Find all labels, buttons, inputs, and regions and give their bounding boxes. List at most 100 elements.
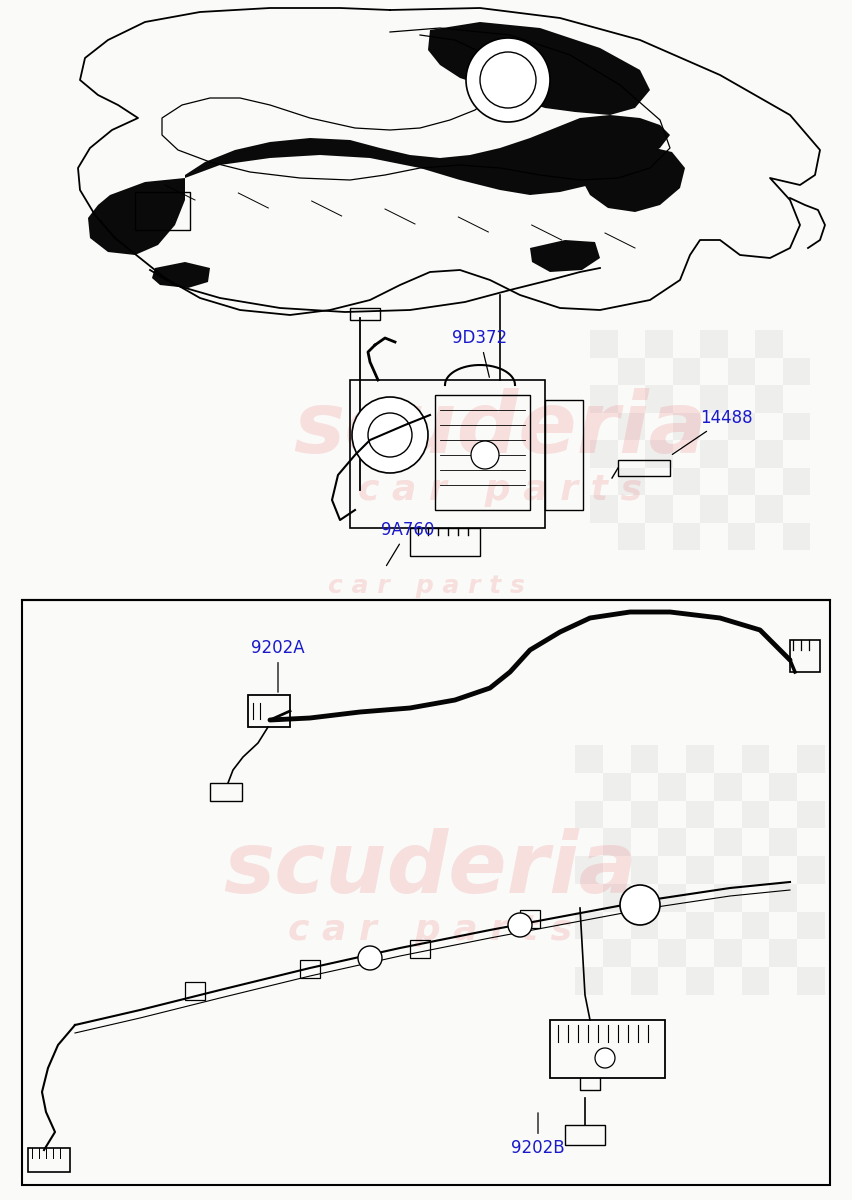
Bar	[659, 773, 686, 800]
Bar	[248, 695, 290, 727]
Text: 9202A: 9202A	[251, 638, 305, 692]
Bar	[28, 1148, 70, 1172]
Bar	[755, 440, 782, 468]
Bar	[590, 494, 618, 522]
Text: 9D372: 9D372	[452, 329, 508, 377]
Bar	[630, 800, 659, 828]
Bar	[545, 400, 583, 510]
Bar	[618, 522, 645, 550]
Bar	[575, 800, 602, 828]
Text: c a r   p a r t s: c a r p a r t s	[327, 574, 525, 598]
Bar	[714, 884, 742, 912]
Circle shape	[352, 397, 428, 473]
Bar	[686, 912, 714, 940]
Bar	[686, 800, 714, 828]
Bar	[618, 413, 645, 440]
Bar	[797, 967, 825, 995]
Bar	[565, 1126, 605, 1145]
Text: c a r   p a r t s: c a r p a r t s	[288, 913, 572, 947]
Bar	[410, 940, 430, 958]
Polygon shape	[88, 178, 185, 254]
Text: scuderia: scuderia	[223, 828, 637, 912]
Polygon shape	[530, 240, 600, 272]
Text: 14488: 14488	[672, 409, 752, 455]
Bar	[700, 385, 728, 413]
Bar	[672, 468, 700, 494]
Bar	[575, 967, 602, 995]
Bar	[630, 967, 659, 995]
Bar	[645, 440, 672, 468]
Bar	[742, 856, 769, 884]
Bar	[210, 782, 242, 802]
Bar	[659, 828, 686, 856]
Bar	[755, 330, 782, 358]
Bar	[742, 912, 769, 940]
Bar	[686, 967, 714, 995]
Text: 9202B: 9202B	[511, 1112, 565, 1157]
Bar	[782, 468, 810, 494]
Bar	[659, 884, 686, 912]
Text: 9A760: 9A760	[382, 521, 435, 565]
Bar	[435, 395, 530, 510]
Bar	[300, 960, 320, 978]
Bar	[728, 468, 755, 494]
Bar	[700, 330, 728, 358]
Bar	[575, 856, 602, 884]
Bar	[782, 358, 810, 385]
Bar	[185, 982, 205, 1000]
Bar	[672, 522, 700, 550]
Bar	[602, 828, 630, 856]
Bar	[755, 494, 782, 522]
Bar	[728, 358, 755, 385]
Bar	[645, 494, 672, 522]
Polygon shape	[428, 22, 650, 115]
Bar	[797, 800, 825, 828]
Polygon shape	[582, 148, 685, 212]
Bar	[618, 358, 645, 385]
Circle shape	[358, 946, 382, 970]
Bar	[769, 940, 797, 967]
Bar	[659, 940, 686, 967]
Circle shape	[471, 440, 499, 469]
Bar	[797, 912, 825, 940]
Bar	[630, 745, 659, 773]
Bar	[742, 800, 769, 828]
Circle shape	[466, 38, 550, 122]
Bar	[350, 380, 545, 528]
Bar	[22, 600, 830, 1186]
Circle shape	[480, 52, 536, 108]
Bar	[630, 912, 659, 940]
Circle shape	[620, 886, 660, 925]
Bar	[782, 522, 810, 550]
Text: c a r   p a r t s: c a r p a r t s	[358, 473, 642, 506]
Polygon shape	[185, 115, 670, 194]
Bar	[742, 967, 769, 995]
Bar	[590, 440, 618, 468]
Bar	[602, 940, 630, 967]
Bar	[714, 828, 742, 856]
Bar	[790, 640, 820, 672]
Bar	[590, 330, 618, 358]
Bar	[618, 460, 670, 476]
Bar	[135, 192, 190, 230]
Bar	[672, 413, 700, 440]
Bar	[410, 528, 480, 556]
Bar	[769, 828, 797, 856]
Bar	[590, 385, 618, 413]
Bar	[520, 910, 540, 928]
Bar	[630, 856, 659, 884]
Bar	[769, 884, 797, 912]
Bar	[714, 773, 742, 800]
Bar	[575, 745, 602, 773]
Bar	[782, 413, 810, 440]
Bar	[728, 522, 755, 550]
Circle shape	[595, 1048, 615, 1068]
Polygon shape	[152, 262, 210, 288]
Bar	[700, 494, 728, 522]
Bar	[645, 385, 672, 413]
Bar	[714, 940, 742, 967]
Bar	[618, 468, 645, 494]
Bar	[672, 358, 700, 385]
Text: scuderia: scuderia	[293, 389, 707, 472]
Bar	[350, 308, 380, 320]
